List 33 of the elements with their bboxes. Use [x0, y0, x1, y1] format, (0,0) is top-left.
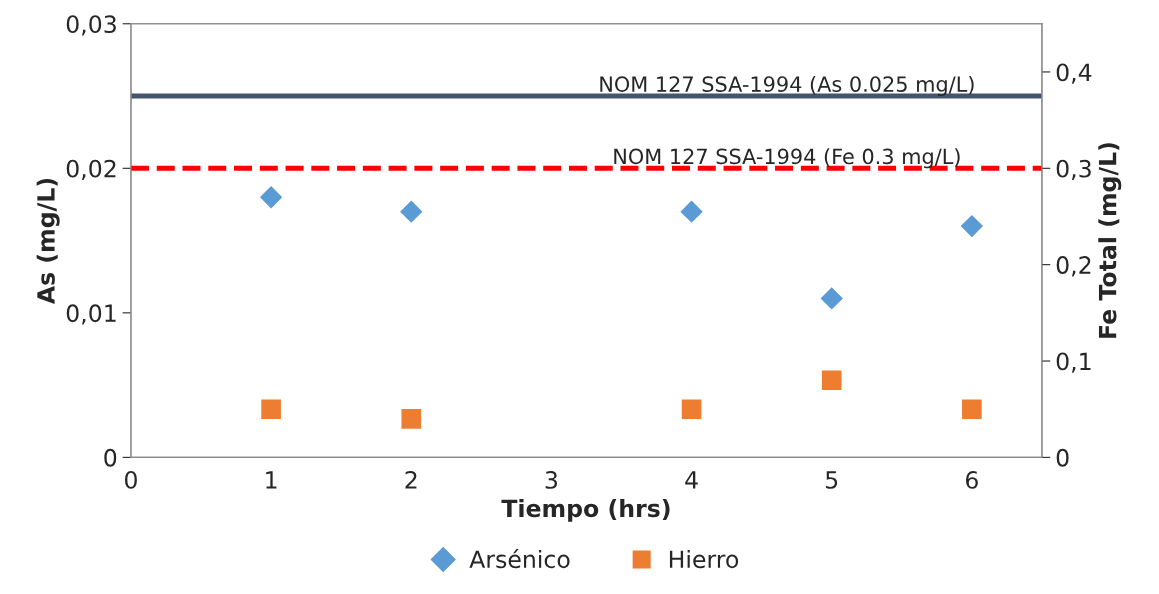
y2-tick-label: 0: [1056, 448, 1069, 467]
point: [401, 409, 422, 429]
x-tick-label: 5: [826, 471, 838, 489]
point: [820, 287, 843, 310]
y2-tick-label: 0,2: [1056, 256, 1091, 277]
ref-line-label: NOM 127 SSA-1994 (Fe 0.3 mg/L): [614, 148, 960, 169]
y-tick-label: 0,03: [66, 15, 116, 36]
y2-tick-label: 0,4: [1056, 63, 1092, 84]
x-tick-label: 0: [125, 470, 137, 489]
ref-line-label: NOM 127 SSA-1994 (As 0.025 mg/L): [600, 75, 974, 97]
y-tick-label: 0,01: [66, 304, 116, 325]
point: [960, 214, 984, 238]
point: [259, 186, 283, 209]
point: [400, 200, 423, 223]
legend-label: Hierro: [669, 549, 739, 569]
y-tick-label: 0,02: [66, 159, 116, 181]
y2-tick-label: 0,1: [1056, 352, 1091, 373]
point: [261, 399, 281, 420]
legend-label: Arsénico: [469, 548, 570, 569]
point: [821, 370, 842, 391]
x-tick-label: 1: [266, 471, 277, 489]
point: [681, 399, 702, 420]
point: [962, 399, 982, 420]
x-tick-label: 2: [405, 470, 417, 489]
y-tick-label: 0: [104, 448, 117, 467]
y-axis-title: As (mg/L): [36, 178, 60, 305]
x-tick-label: 6: [966, 470, 978, 489]
x-axis-title: Tiempo (hrs): [501, 498, 670, 522]
y2-tick-label: 0,3: [1056, 159, 1091, 181]
x-tick-label: 4: [685, 471, 698, 489]
y2-axis-title: Fe Total (mg/L): [1098, 143, 1122, 338]
x-tick-label: 3: [545, 470, 558, 489]
point: [680, 200, 703, 223]
